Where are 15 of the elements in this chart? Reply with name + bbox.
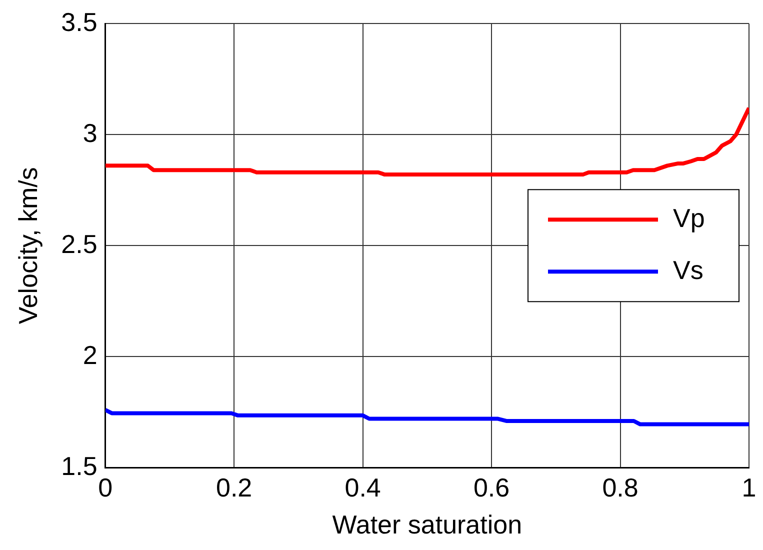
y-axis-title: Velocity, km/s [12, 167, 43, 324]
x-tick-label: 0.2 [216, 472, 252, 502]
y-tick-label: 2.5 [61, 228, 98, 259]
x-axis-title: Water saturation [332, 510, 522, 540]
y-tick-label: 2 [82, 340, 98, 370]
x-tick-label: 0.8 [602, 472, 638, 502]
x-tick-label: 0.4 [344, 472, 381, 502]
y-tick-label: 3.5 [61, 6, 98, 37]
legend-label: Vs [673, 254, 704, 285]
y-tick-label: 3 [82, 118, 98, 148]
x-tick-label: 0 [98, 472, 113, 502]
y-tick-label: 1.5 [61, 450, 98, 481]
x-tick-label: 0.6 [473, 472, 510, 502]
legend-label: Vp [673, 202, 705, 233]
x-tick-label: 1 [742, 472, 756, 502]
